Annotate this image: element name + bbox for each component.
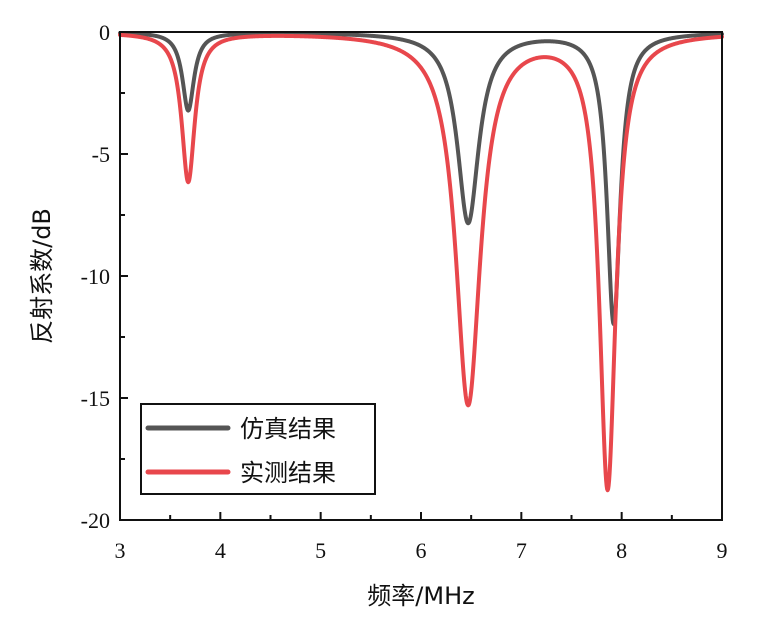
x-tick-label: 8 <box>616 538 627 563</box>
y-tick-label: -20 <box>81 508 110 533</box>
y-axis-title: 反射系数/dB <box>28 208 56 344</box>
x-tick-label: 7 <box>516 538 527 563</box>
x-tick-label: 6 <box>416 538 427 563</box>
legend-label-1: 仿真结果 <box>240 415 336 443</box>
x-tick-label: 9 <box>717 538 728 563</box>
x-axis-title: 频率/MHz <box>367 582 474 610</box>
series-line-1 <box>118 31 724 326</box>
x-tick-label: 4 <box>215 538 226 563</box>
y-tick-label: -10 <box>81 264 110 289</box>
series-line-2 <box>118 32 724 493</box>
axis-ticks: 3 4 5 6 7 8 9 0 -5 -10 -15 -20 <box>81 20 728 563</box>
y-tick-label: -5 <box>92 142 110 167</box>
x-tick-label: 3 <box>115 538 126 563</box>
y-tick-label: -15 <box>81 386 110 411</box>
x-tick-label: 5 <box>315 538 326 563</box>
plot-lines <box>118 31 724 493</box>
legend-box <box>140 403 376 495</box>
legend-label-2: 实测结果 <box>240 459 336 487</box>
y-tick-label: 0 <box>99 20 110 45</box>
